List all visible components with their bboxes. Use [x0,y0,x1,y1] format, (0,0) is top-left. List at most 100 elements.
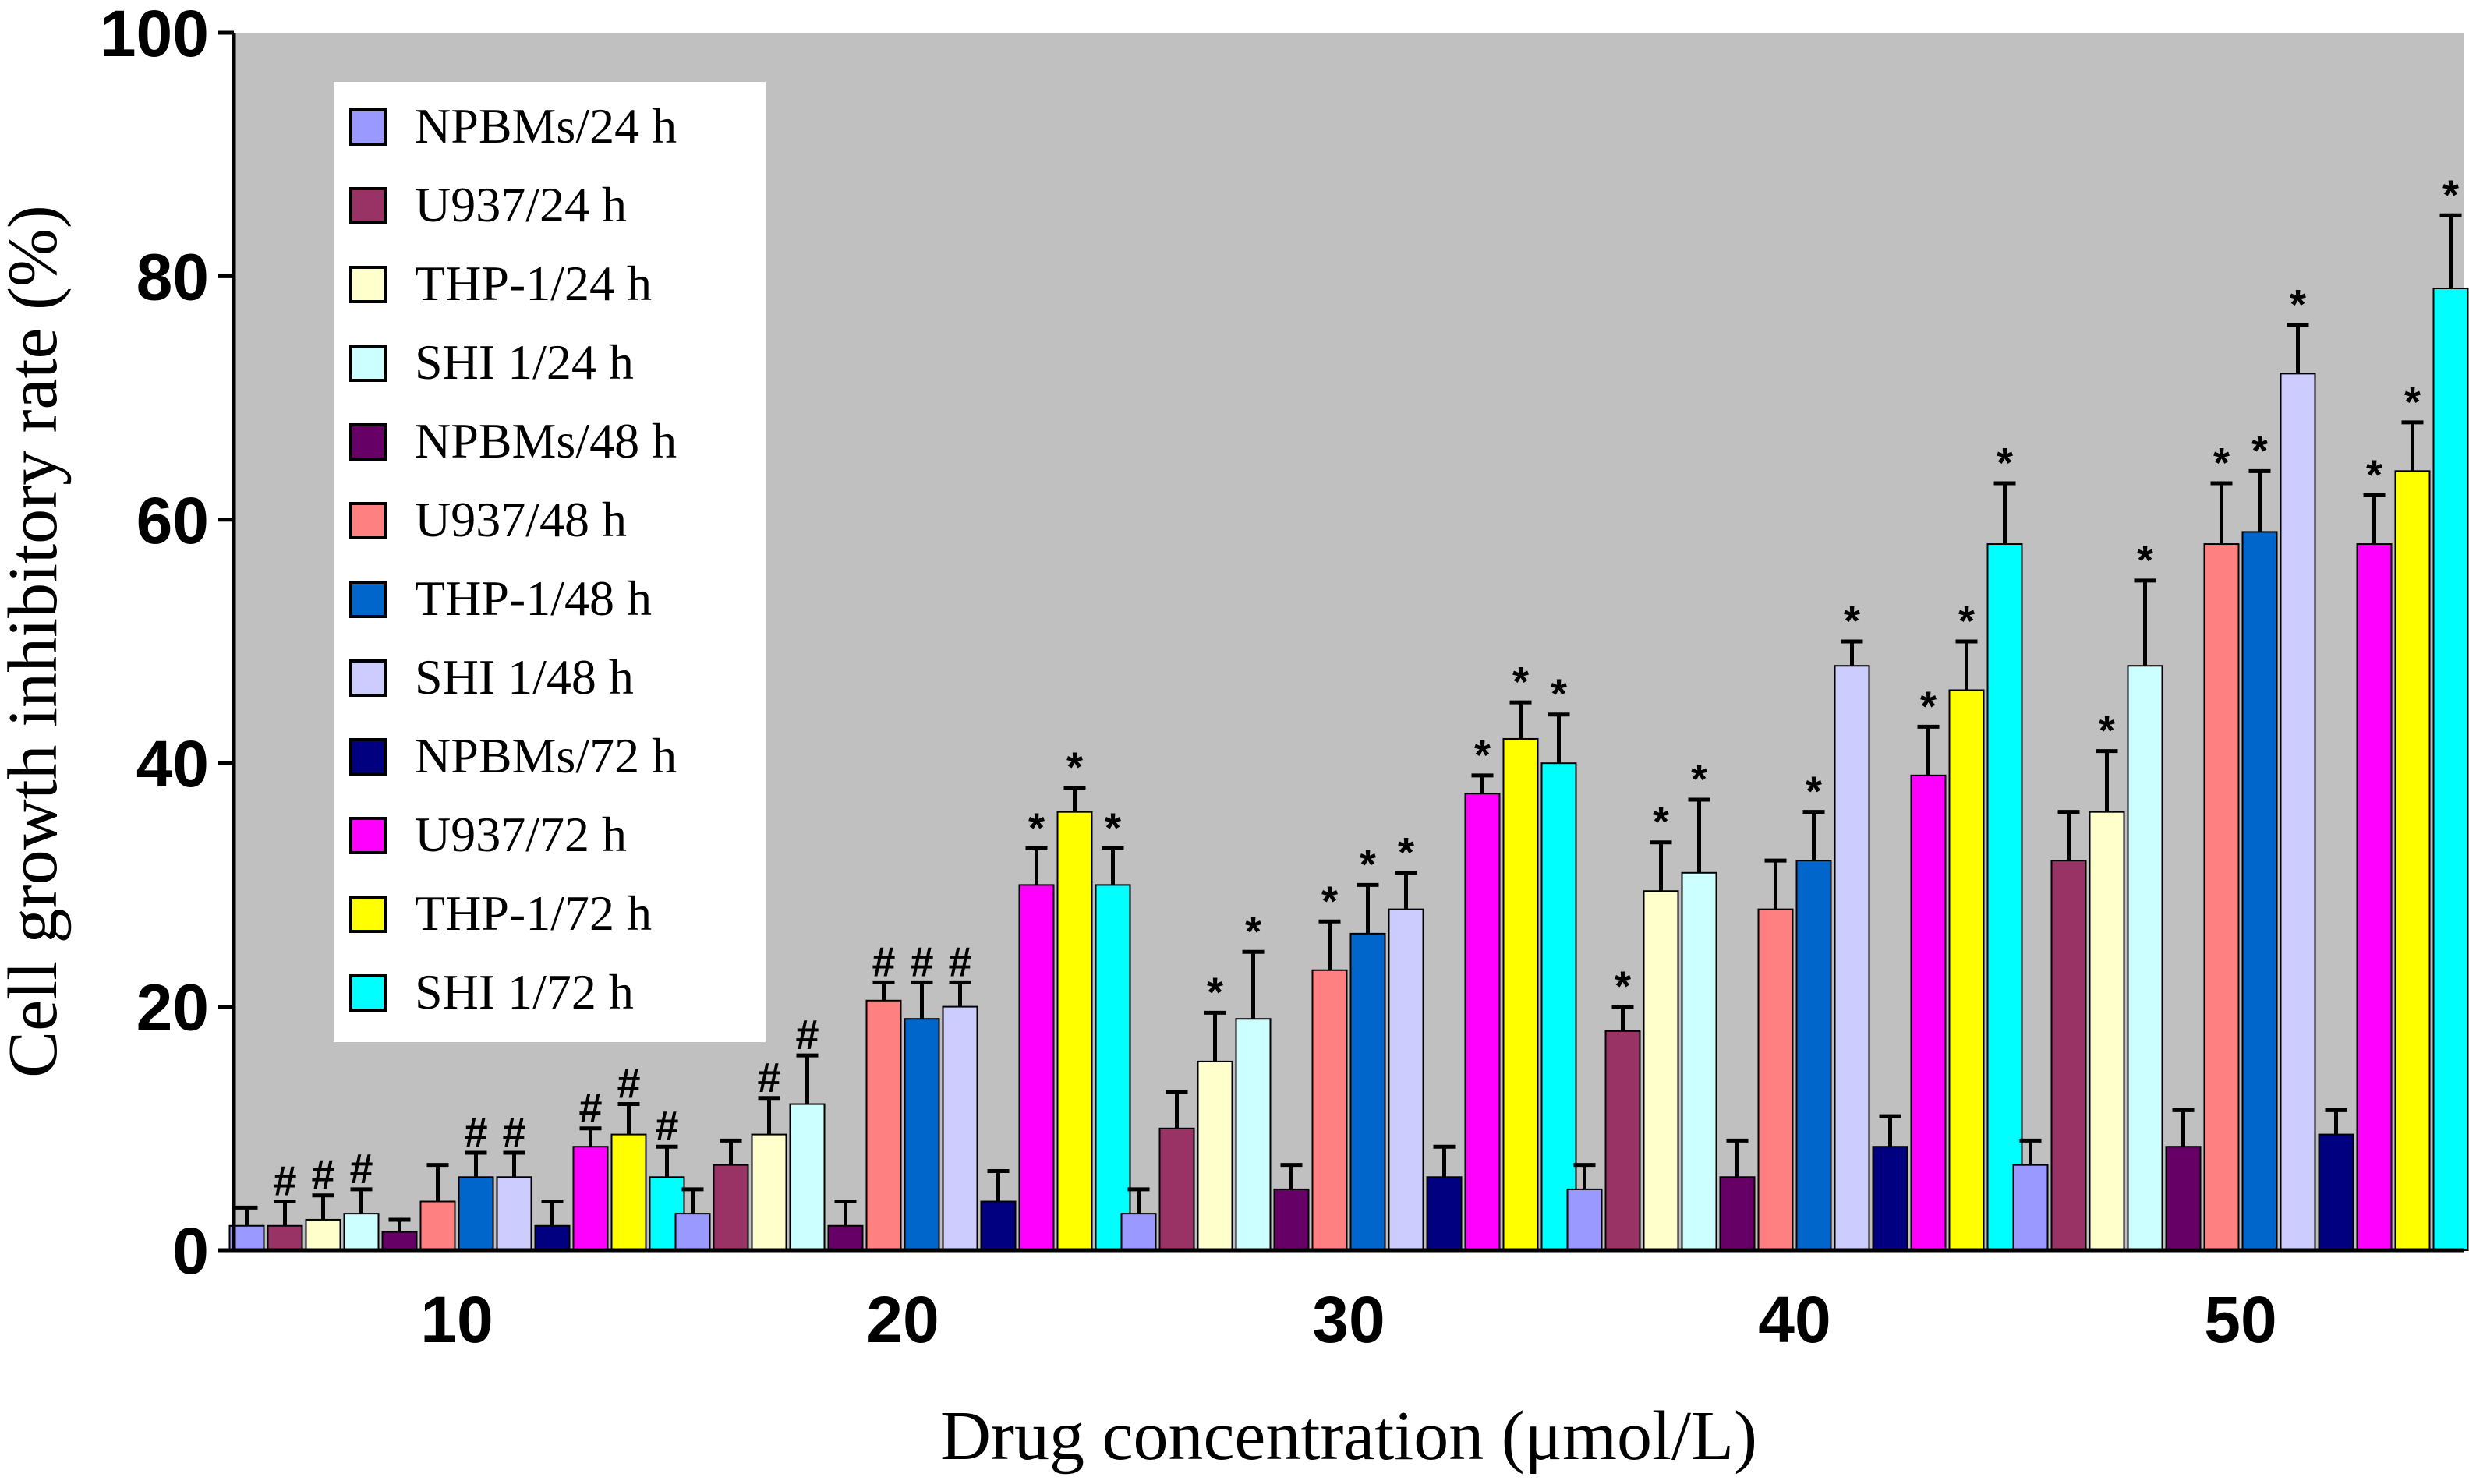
bar [2165,1146,2202,1251]
significance-mark: * [1207,969,1223,1016]
legend-label: U937/48 h [415,492,627,547]
significance-mark: * [1997,440,2013,486]
significance-mark: # [311,1152,334,1199]
bar [1235,1018,1272,1251]
bar [1834,665,1870,1251]
significance-mark: # [502,1109,525,1156]
bar [1273,1188,1310,1252]
legend-box [334,82,766,1042]
y-tick-label: 80 [136,240,209,313]
legend-label: U937/72 h [415,807,627,862]
bar [865,999,902,1252]
legend-label: SHI 1/48 h [415,649,634,705]
bar [381,1231,418,1251]
bar [1464,793,1501,1251]
legend-label: SHI 1/72 h [415,964,634,1019]
bar [1795,860,1832,1252]
legend-swatch [349,817,387,854]
bar [1757,908,1794,1251]
significance-mark: * [1028,805,1045,852]
significance-mark: * [1245,908,1261,955]
legend-label: THP-1/72 h [415,885,652,941]
bar [458,1176,494,1252]
legend-label: NPBMs/48 h [415,413,677,468]
significance-mark: * [1653,799,1669,846]
significance-mark: * [1360,841,1376,888]
bar [751,1133,787,1251]
bar [2203,543,2240,1251]
bar [2356,543,2393,1251]
x-axis-title: Drug concentration (μmol/L) [940,1397,1757,1475]
bar [827,1224,864,1252]
legend-label: U937/24 h [415,177,627,232]
significance-mark: # [273,1158,296,1205]
legend-swatch [349,659,387,697]
legend-label: SHI 1/24 h [415,334,634,390]
significance-mark: * [1398,829,1414,876]
bar [2050,860,2087,1252]
significance-mark: * [2366,452,2382,499]
bars-layer: # # # # # # # # # # # # # * * * * * * * * * * * * * * * * * * * * * * * * * * * [228,171,2469,1252]
bar [1158,1127,1195,1252]
bar [2280,373,2316,1251]
bar [572,1146,609,1251]
significance-mark: * [2251,427,2268,474]
significance-mark: * [2442,171,2459,218]
legend-label: NPBMs/72 h [415,728,677,783]
bar [610,1133,647,1251]
legend-swatch [349,423,387,461]
significance-mark: * [1920,683,1937,730]
significance-mark: * [2290,281,2306,328]
legend-swatch [349,502,387,539]
legend-swatch [349,108,387,146]
significance-mark: # [578,1085,602,1132]
bar [534,1224,571,1252]
bar [1719,1176,1756,1252]
significance-mark: # [349,1146,373,1192]
bar [2394,470,2431,1251]
bar [1388,908,1424,1251]
y-tick-label: 40 [136,727,209,800]
significance-mark: # [464,1109,487,1156]
bar [674,1213,711,1252]
bar [1426,1176,1463,1252]
bar [2432,288,2469,1251]
bar [980,1200,1017,1252]
bar [1643,890,1679,1251]
bar [942,1005,978,1251]
significance-mark: # [617,1061,640,1108]
significance-mark: * [1691,756,1707,803]
y-tick-label: 100 [100,0,209,70]
bar [713,1164,749,1252]
significance-mark: # [757,1055,780,1101]
bar [1120,1213,1157,1252]
bar [305,1218,341,1251]
significance-mark: * [2404,379,2421,426]
bar [2318,1133,2354,1251]
legend-label: THP-1/24 h [415,256,652,311]
significance-mark: * [1066,744,1083,790]
bar [1566,1188,1603,1252]
significance-mark: * [1844,598,1860,645]
axes-layer: 10 20 30 40 50 0 20 40 60 80 100 [100,0,2464,1356]
bar [2241,531,2278,1251]
bar [1872,1146,1908,1251]
bar [1197,1060,1233,1252]
bar [1681,871,1717,1252]
bar [1311,969,1348,1251]
legend-label: THP-1/48 h [415,571,652,626]
significance-mark: * [1958,598,1975,645]
bar [496,1176,532,1252]
bar [1986,543,2023,1251]
legend: NPBMs/24 h U937/24 h THP-1/24 h SHI 1/24 h N… [334,82,766,1042]
legend-swatch [349,581,387,618]
legend-swatch [349,187,387,224]
significance-mark: * [1474,732,1491,779]
bar [1056,811,1093,1252]
bar [267,1224,303,1252]
x-tick-label: 40 [1758,1283,1831,1356]
bar [1910,774,1947,1251]
bar [1502,737,1539,1251]
legend-swatch [349,974,387,1012]
significance-mark: * [2099,708,2115,754]
